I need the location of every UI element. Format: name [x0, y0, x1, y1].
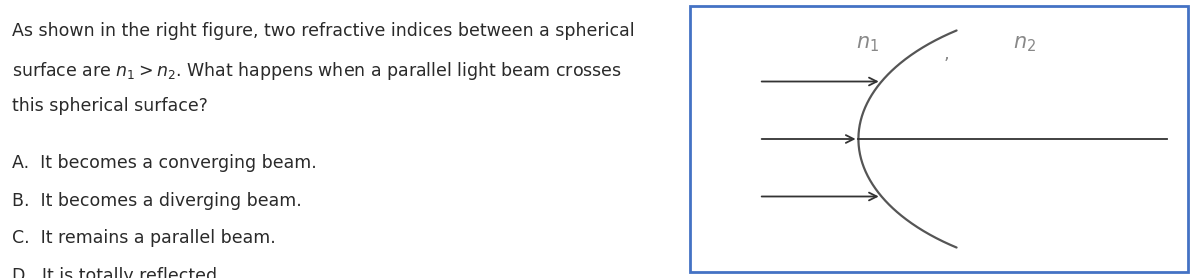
Text: ,: , [943, 45, 949, 63]
Text: $n_2$: $n_2$ [1013, 34, 1036, 54]
Bar [690, 6, 1188, 272]
Text: $n_1$: $n_1$ [857, 34, 880, 54]
Text: C.  It remains a parallel beam.: C. It remains a parallel beam. [12, 229, 276, 247]
Text: A.  It becomes a converging beam.: A. It becomes a converging beam. [12, 154, 317, 172]
Text: As shown in the right figure, two refractive indices between a spherical: As shown in the right figure, two refrac… [12, 22, 635, 40]
Text: surface are $n_1 > n_2$. What happens when a parallel light beam crosses: surface are $n_1 > n_2$. What happens wh… [12, 60, 622, 82]
Text: B.  It becomes a diverging beam.: B. It becomes a diverging beam. [12, 192, 301, 210]
Text: this spherical surface?: this spherical surface? [12, 97, 208, 115]
Text: D.  It is totally reflected.: D. It is totally reflected. [12, 267, 223, 278]
